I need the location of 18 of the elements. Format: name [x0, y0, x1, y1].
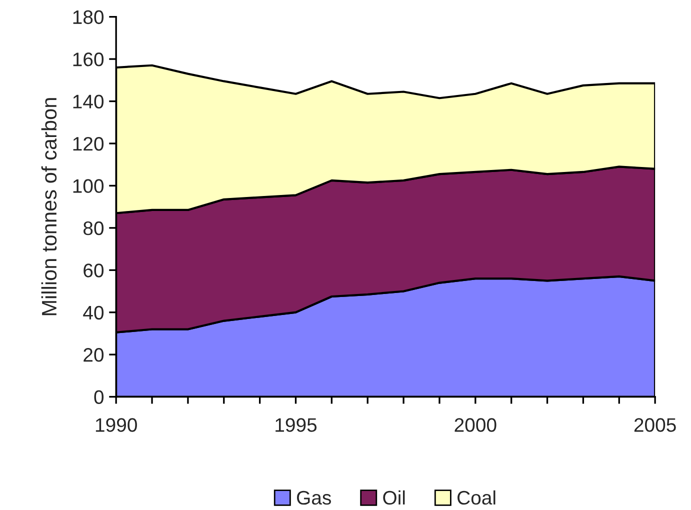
y-tick-label: 40 — [83, 306, 104, 320]
y-tick-label: 160 — [73, 52, 104, 66]
legend-label: Gas — [296, 490, 331, 505]
legend-label: Oil — [383, 490, 405, 505]
x-tick-label: 2005 — [634, 418, 676, 432]
y-tick-label: 180 — [73, 10, 104, 24]
y-tick-label: 20 — [84, 348, 104, 362]
y-tick-label: 80 — [84, 221, 104, 236]
x-tick-label: 1990 — [96, 418, 137, 432]
y-tick-label: 60 — [84, 264, 104, 278]
y-axis-title: Million tonnes of carbon — [41, 98, 57, 316]
y-tick-label: 100 — [73, 179, 104, 193]
legend-label: Coal — [458, 490, 496, 505]
x-tick-label: 2000 — [454, 418, 496, 432]
x-tick-label: 1995 — [276, 418, 317, 432]
y-tick-label: 120 — [73, 136, 104, 151]
y-tick-label: 0 — [94, 390, 104, 404]
y-tick-label: 140 — [73, 94, 104, 108]
